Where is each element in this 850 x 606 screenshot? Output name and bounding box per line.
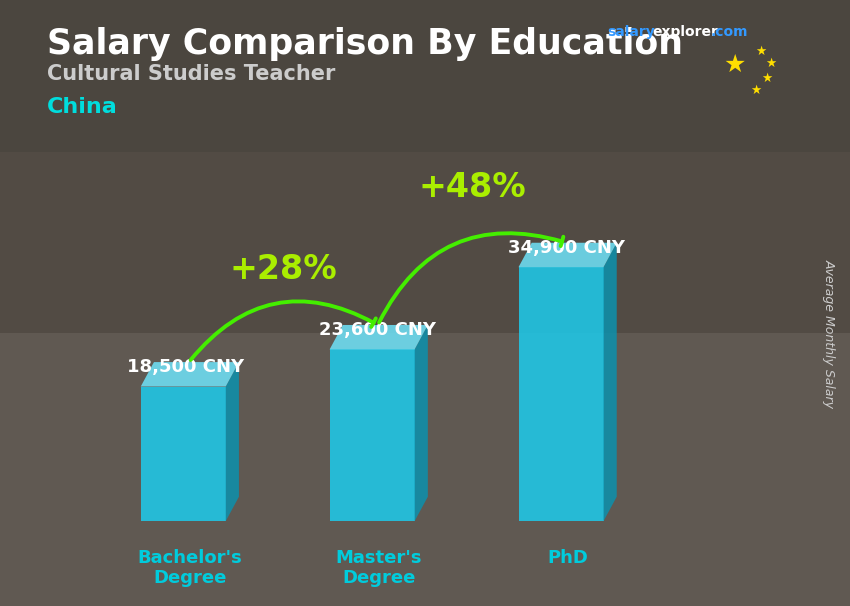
- Text: Cultural Studies Teacher: Cultural Studies Teacher: [47, 64, 335, 84]
- Polygon shape: [226, 362, 239, 521]
- Polygon shape: [518, 243, 617, 267]
- Polygon shape: [330, 350, 415, 521]
- Text: ★: ★: [723, 53, 745, 76]
- Text: Average Monthly Salary: Average Monthly Salary: [822, 259, 836, 408]
- Text: explorer: explorer: [653, 25, 719, 39]
- Text: 18,500 CNY: 18,500 CNY: [127, 358, 244, 376]
- Text: Bachelor's
Degree: Bachelor's Degree: [138, 548, 242, 587]
- Text: Salary Comparison By Education: Salary Comparison By Education: [47, 27, 683, 61]
- Text: +48%: +48%: [418, 171, 526, 204]
- Text: ★: ★: [755, 45, 766, 58]
- Text: 23,600 CNY: 23,600 CNY: [320, 321, 436, 339]
- Text: ★: ★: [765, 56, 776, 70]
- Text: PhD: PhD: [547, 548, 588, 567]
- Polygon shape: [0, 0, 850, 152]
- Polygon shape: [518, 267, 604, 521]
- Polygon shape: [0, 333, 850, 606]
- Text: .com: .com: [711, 25, 748, 39]
- Polygon shape: [0, 152, 850, 333]
- Polygon shape: [141, 387, 226, 521]
- Polygon shape: [604, 243, 617, 521]
- Polygon shape: [330, 325, 428, 350]
- Text: ★: ★: [750, 84, 762, 96]
- Text: Master's
Degree: Master's Degree: [336, 548, 422, 587]
- Polygon shape: [415, 325, 428, 521]
- Text: ★: ★: [762, 72, 773, 85]
- Polygon shape: [141, 362, 239, 387]
- Text: +28%: +28%: [230, 253, 337, 287]
- Text: 34,900 CNY: 34,900 CNY: [508, 239, 625, 257]
- Text: salary: salary: [608, 25, 655, 39]
- Text: China: China: [47, 97, 117, 117]
